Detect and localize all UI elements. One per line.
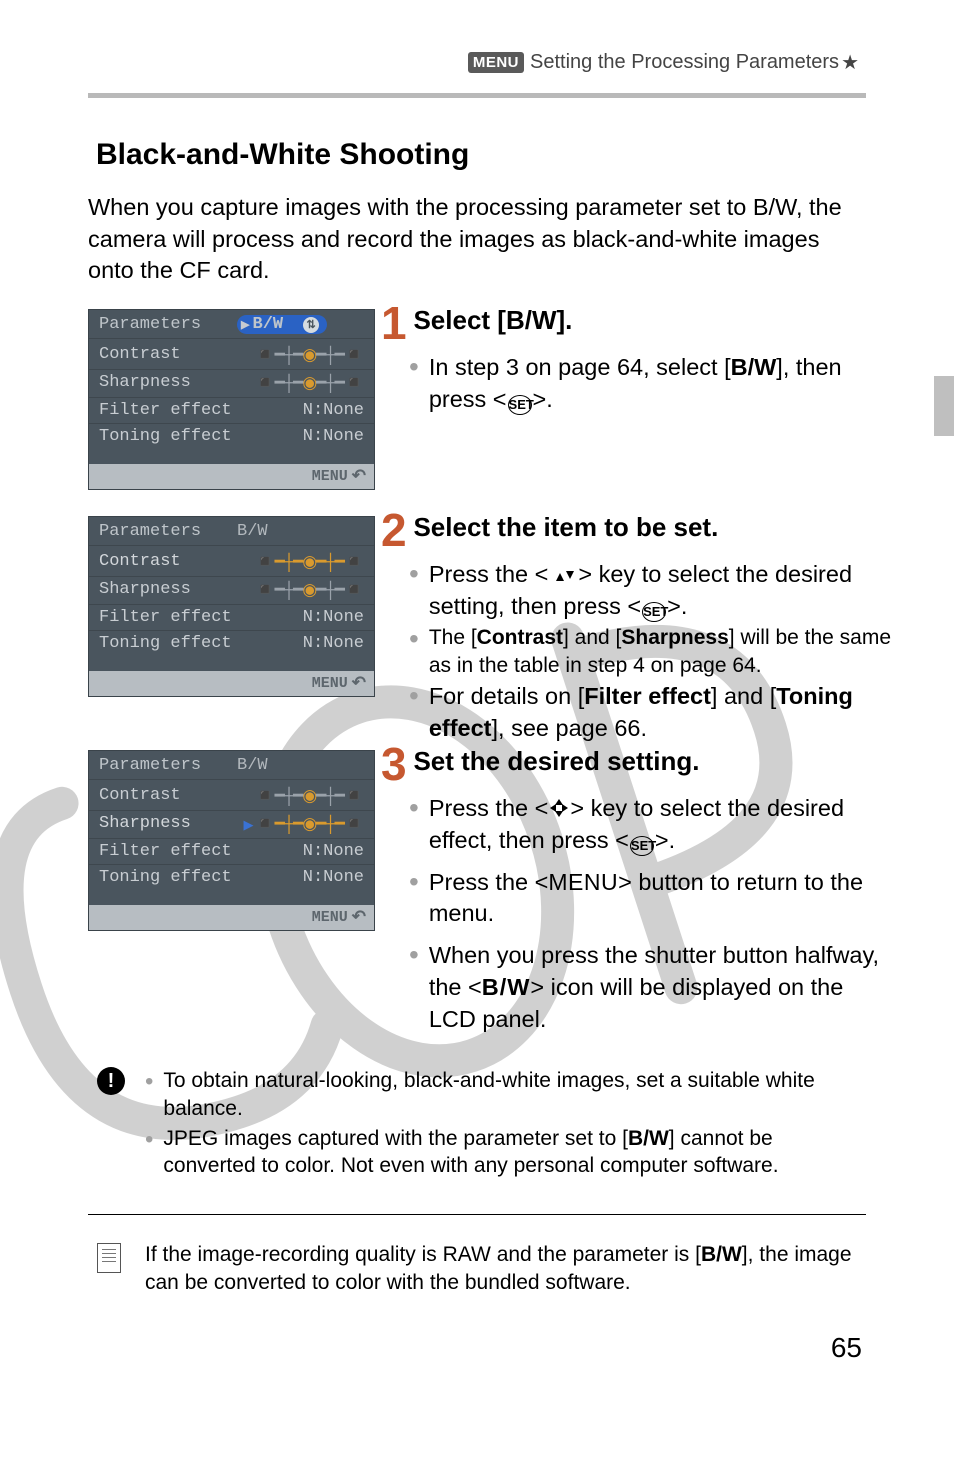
step3-head: Set the desired setting. [413, 746, 699, 776]
intro-text: When you capture images with the process… [88, 192, 864, 287]
step2-bullet2: • The [Contrast] and [Sharpness] will be… [409, 624, 894, 679]
document-icon [97, 1243, 121, 1273]
step3-num: 3 [381, 746, 409, 783]
scr1-bw-pill: ▶B/W⇅ [237, 315, 327, 334]
screenshot-1: Parameters ▶B/W⇅ Contrast◾━┼━◉━┼━◾ Sharp… [88, 309, 375, 512]
note-divider [88, 1214, 866, 1215]
info-note: If the image-recording quality is RAW an… [97, 1241, 864, 1296]
step2-num: 2 [381, 512, 409, 549]
step1-bullet: • In step 3 on page 64, select [B/W], th… [409, 352, 894, 415]
header-title: Setting the Processing Parameters [530, 51, 839, 74]
cross-key-icon [548, 797, 570, 819]
star-icon: ★ [841, 50, 859, 75]
step1-num: 1 [381, 305, 409, 342]
updown-key-icon [548, 565, 578, 585]
side-tab [934, 376, 954, 436]
warning-note: ! •To obtain natural-looking, black-and-… [97, 1067, 864, 1182]
step2-bullet3: • For details on [Filter effect] and [To… [409, 681, 894, 744]
menu-badge: MENU [468, 52, 524, 73]
warning-icon: ! [97, 1067, 125, 1095]
step3-bullet3: • When you press the shutter button half… [409, 940, 894, 1035]
step2-head: Select the item to be set. [413, 512, 718, 542]
set-icon: SET [630, 836, 654, 856]
step3-bullet2: • Press the <MENU> button to return to t… [409, 867, 894, 930]
scr1-params: Parameters [99, 315, 201, 334]
header-divider [88, 93, 866, 98]
section-title: Black-and-White Shooting [96, 138, 954, 172]
step1-head: Select [B/W]. [413, 305, 572, 335]
step2-bullet1: • Press the <> key to select the desired… [409, 559, 894, 622]
page-number: 65 [0, 1332, 862, 1364]
page-header: MENU Setting the Processing Parameters ★ [0, 0, 954, 85]
step3-bullet1: • Press the <> key to select the desired… [409, 793, 894, 856]
set-icon: SET [508, 395, 532, 415]
screenshot-3: Parameters B/W Contrast◾━┼━◉━┼━◾ Sharpne… [88, 750, 375, 953]
set-icon: SET [642, 602, 666, 622]
screenshot-2: Parameters B/W Contrast◾━┼━◉━┼━◾ Sharpne… [88, 516, 375, 719]
